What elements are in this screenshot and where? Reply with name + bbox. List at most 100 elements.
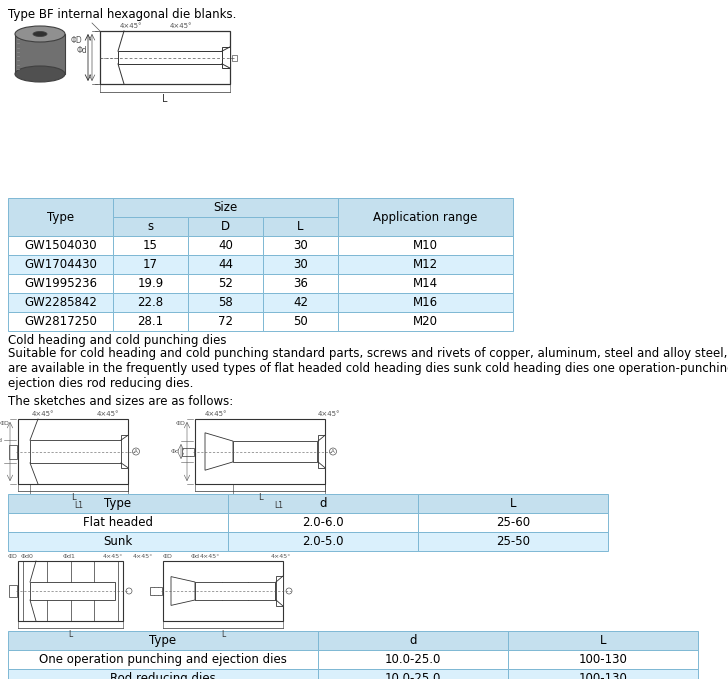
Bar <box>338 312 513 331</box>
Text: D: D <box>221 220 230 233</box>
Text: L1: L1 <box>74 501 84 510</box>
Text: Type: Type <box>104 497 132 510</box>
Text: ΦD: ΦD <box>163 554 173 559</box>
Bar <box>113 312 188 331</box>
Bar <box>195 419 325 484</box>
Bar <box>113 255 188 274</box>
Text: L: L <box>162 94 167 104</box>
Text: GW2817250: GW2817250 <box>24 315 97 328</box>
Text: Φd: Φd <box>191 554 200 559</box>
Bar <box>338 293 513 312</box>
Bar <box>8 494 228 513</box>
Bar <box>8 312 113 331</box>
Bar <box>163 561 283 621</box>
Bar <box>8 198 113 236</box>
Bar <box>418 513 608 532</box>
Bar <box>188 236 263 255</box>
Text: ΦD: ΦD <box>7 554 17 559</box>
Bar <box>318 435 325 468</box>
Text: Type: Type <box>47 210 74 223</box>
Bar <box>195 582 275 600</box>
Bar <box>338 198 513 236</box>
Text: 4×45°: 4×45° <box>271 554 291 559</box>
Bar <box>508 631 698 650</box>
Bar <box>8 236 113 255</box>
Bar <box>15 34 65 74</box>
Ellipse shape <box>286 588 292 594</box>
Text: ejection dies rod reducing dies.: ejection dies rod reducing dies. <box>8 377 194 390</box>
Text: A: A <box>331 449 335 454</box>
Bar <box>318 650 508 669</box>
Bar <box>188 312 263 331</box>
Text: 4×45°: 4×45° <box>200 554 221 559</box>
Ellipse shape <box>126 588 132 594</box>
Text: M10: M10 <box>413 239 438 252</box>
Text: 25-50: 25-50 <box>496 535 530 548</box>
Bar <box>30 582 115 600</box>
Text: L: L <box>71 493 75 502</box>
Bar <box>232 54 237 60</box>
Bar <box>113 217 188 236</box>
Text: Application range: Application range <box>373 210 478 223</box>
Bar <box>338 255 513 274</box>
Text: M14: M14 <box>413 277 438 290</box>
Text: 19.9: 19.9 <box>138 277 164 290</box>
Bar <box>263 255 338 274</box>
Text: M16: M16 <box>413 296 438 309</box>
Ellipse shape <box>33 31 47 37</box>
Text: Suitable for cold heading and cold punching standard parts, screws and rivets of: Suitable for cold heading and cold punch… <box>8 347 728 360</box>
Ellipse shape <box>330 448 336 455</box>
Bar <box>8 631 318 650</box>
Bar <box>222 47 230 68</box>
Text: Φd: Φd <box>171 449 180 454</box>
Text: L: L <box>510 497 516 510</box>
Text: ΦD: ΦD <box>70 36 82 45</box>
Text: The sketches and sizes are as follows:: The sketches and sizes are as follows: <box>8 395 233 408</box>
Bar <box>508 650 698 669</box>
Text: 17: 17 <box>143 258 158 271</box>
Text: Type BF internal hexagonal die blanks.: Type BF internal hexagonal die blanks. <box>8 8 237 21</box>
Text: 72: 72 <box>218 315 233 328</box>
Polygon shape <box>171 576 195 606</box>
Bar <box>8 532 228 551</box>
Bar <box>121 435 128 468</box>
Text: Φd: Φd <box>76 46 87 55</box>
Text: 40: 40 <box>218 239 233 252</box>
Bar <box>18 561 123 621</box>
Text: Φd: Φd <box>0 438 3 443</box>
Text: Φd1: Φd1 <box>63 554 76 559</box>
Bar <box>228 513 418 532</box>
Text: 4×45°: 4×45° <box>97 411 119 417</box>
Bar <box>418 532 608 551</box>
Bar <box>150 587 162 595</box>
Text: 4×45°: 4×45° <box>170 23 192 29</box>
Text: 4×45°: 4×45° <box>205 411 227 417</box>
Bar <box>188 293 263 312</box>
Bar <box>233 441 317 462</box>
Bar <box>30 440 128 463</box>
Text: Size: Size <box>213 201 237 214</box>
Bar <box>318 631 508 650</box>
Bar <box>228 532 418 551</box>
Text: L1: L1 <box>274 501 283 510</box>
Bar <box>113 293 188 312</box>
Ellipse shape <box>15 66 65 82</box>
Text: GW2285842: GW2285842 <box>24 296 97 309</box>
Text: M20: M20 <box>413 315 438 328</box>
Text: 30: 30 <box>293 258 308 271</box>
Text: 2.0-6.0: 2.0-6.0 <box>302 516 344 529</box>
Bar <box>113 274 188 293</box>
Polygon shape <box>205 433 233 471</box>
Bar <box>8 513 228 532</box>
Bar <box>9 445 17 458</box>
Text: 28.1: 28.1 <box>138 315 164 328</box>
Text: 4×45°: 4×45° <box>103 554 123 559</box>
Bar <box>113 198 338 217</box>
Text: 4×45°: 4×45° <box>32 411 55 417</box>
Text: ΦD: ΦD <box>176 421 186 426</box>
Bar <box>263 274 338 293</box>
Text: 4×45°: 4×45° <box>120 23 143 29</box>
Text: GW1995236: GW1995236 <box>24 277 97 290</box>
Text: Sunk: Sunk <box>103 535 132 548</box>
Text: L: L <box>297 220 304 233</box>
